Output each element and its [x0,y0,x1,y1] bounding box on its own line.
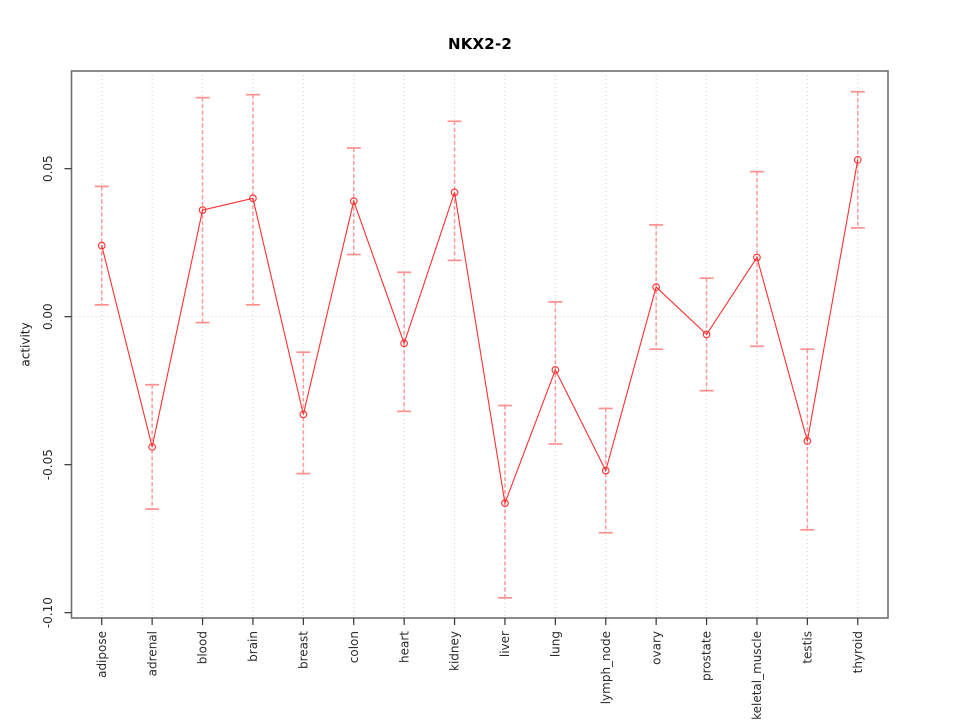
y-tick-label: -0.10 [41,597,55,628]
x-tick-label: kidney [448,631,462,671]
y-tick-label: -0.05 [41,449,55,480]
data-point [450,188,459,197]
y-tick-label: 0.00 [41,303,55,330]
data-point [753,253,761,262]
data-point [349,197,358,206]
x-tick-label: adipose [95,631,109,678]
x-tick-label: testis [801,631,815,664]
data-point [803,437,812,445]
x-tick-label: ovary [649,631,663,665]
x-tick-label: brain [246,631,260,662]
series-line [101,159,859,506]
x-tick-label: liver [498,631,512,657]
x-tick-label: lung [549,631,563,657]
data-point [853,155,862,164]
data-point [702,330,711,339]
data-point [551,366,560,374]
data-point [299,410,308,419]
data-point [249,194,257,203]
x-tick-label: colon [347,631,361,663]
plot-border [70,70,889,619]
x-tick-label: thyroid [851,631,865,673]
y-tick-label: 0.05 [41,155,55,182]
data-point [198,206,207,214]
x-tick-label: breast [297,631,311,669]
data-point [97,241,106,250]
data-point [501,499,509,508]
data-point [601,466,610,475]
x-tick-label: heart [397,631,411,663]
x-tick-label: adrenal [145,631,159,676]
data-point [652,283,661,291]
data-point [148,443,156,451]
data-point [400,339,408,348]
chart-title: NKX2-2 [447,35,513,53]
x-tick-label: lymph_node [599,631,613,704]
x-tick-label: skeletal_muscle [750,631,764,720]
x-tick-label: blood [196,631,210,664]
x-tick-label: prostate [700,631,714,681]
